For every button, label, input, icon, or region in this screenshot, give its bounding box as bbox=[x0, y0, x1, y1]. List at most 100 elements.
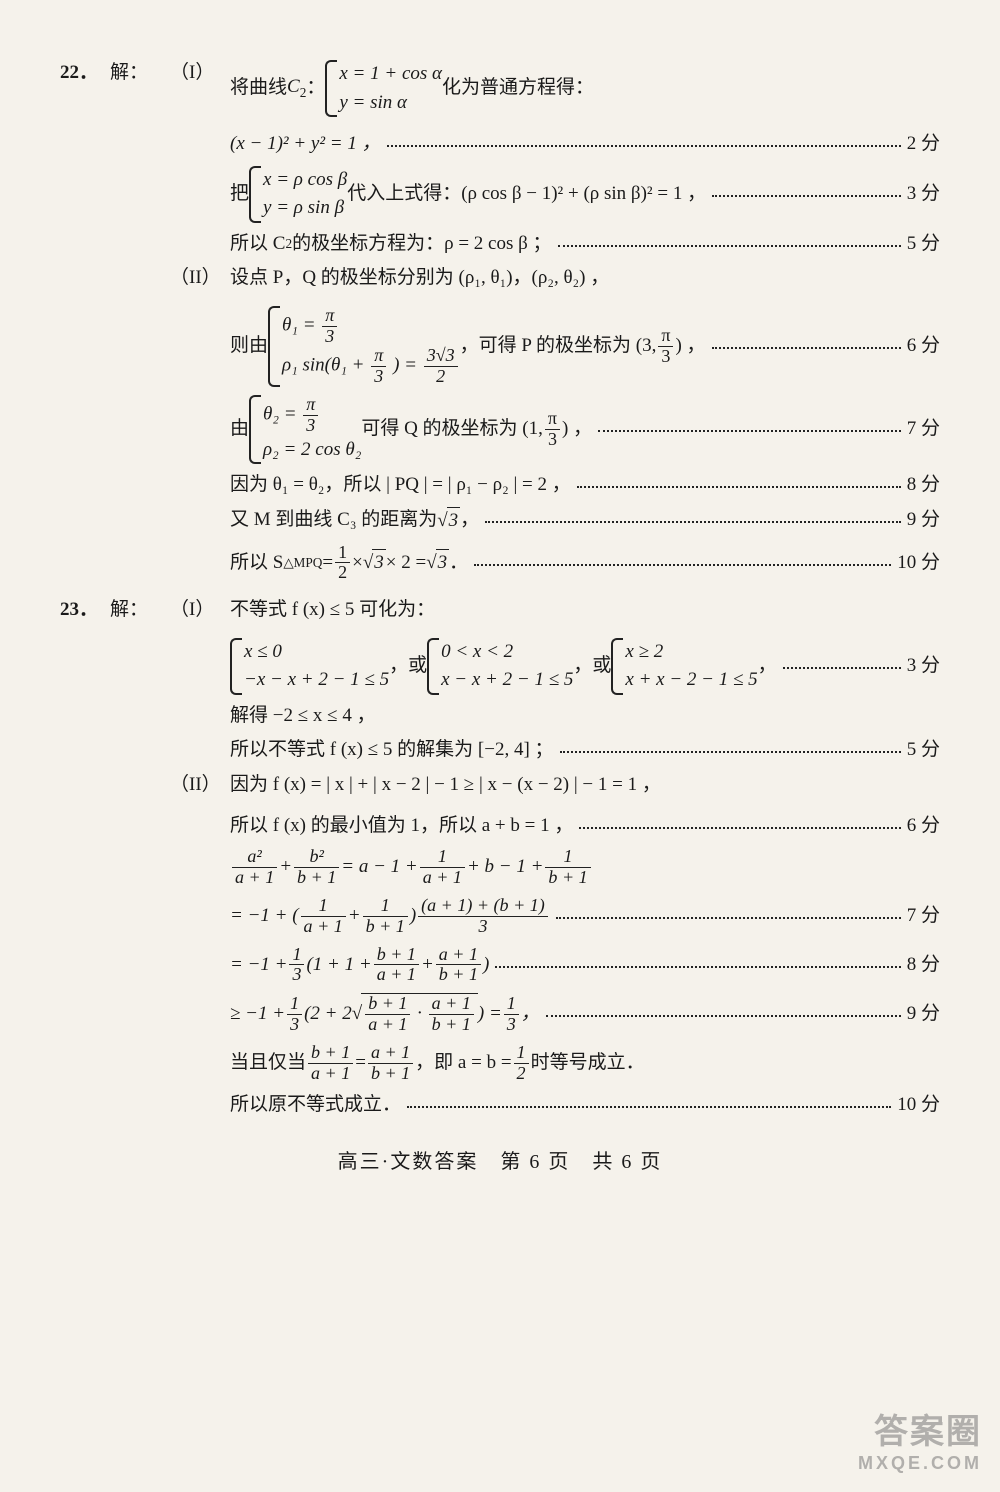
score: 8 分 bbox=[907, 472, 940, 499]
text: ， bbox=[460, 507, 479, 534]
n: 1 bbox=[301, 896, 346, 917]
q22-p1-result: 所以 C2 的极坐标方程为：ρ = 2 cos β ； 5 分 bbox=[230, 231, 940, 258]
q23-p2-g: 当且仅当 b + 1a + 1 = a + 1b + 1 ，即 a = b = … bbox=[230, 1043, 940, 1084]
n: a + 1 bbox=[429, 994, 474, 1015]
q22-p2-c: 由 θ₂ = π3 ρ₂ = 2 cos θ₂ 可得 Q 的极坐标为 (1, π… bbox=[230, 395, 940, 464]
rad: b + 1a + 1 · a + 1b + 1 bbox=[361, 993, 478, 1035]
n: a + 1 bbox=[436, 945, 481, 966]
l2: x − x + 2 − 1 ≤ 5 bbox=[441, 666, 573, 695]
sub: 2 bbox=[300, 85, 307, 100]
score: 8 分 bbox=[907, 952, 940, 979]
t: ≥ −1 + bbox=[230, 1001, 285, 1028]
watermark: 答案圈 MXQE.COM bbox=[858, 1404, 982, 1474]
dots bbox=[556, 908, 901, 919]
dots bbox=[485, 512, 901, 523]
q23-p2-a: 因为 f (x) = | x | + | x − 2 | − 1 ≥ | x −… bbox=[230, 772, 940, 799]
d: a + 1 bbox=[308, 1064, 353, 1084]
text: 所以 C bbox=[230, 231, 285, 258]
dots bbox=[577, 477, 901, 488]
dots bbox=[598, 421, 901, 432]
text: × 2 = bbox=[386, 550, 426, 577]
t: = a − 1 + bbox=[341, 854, 417, 881]
d: a + 1 bbox=[232, 868, 277, 888]
n: (a + 1) + (b + 1) bbox=[418, 896, 548, 917]
t: ) bbox=[410, 903, 416, 930]
q22-p2-e: 又 M 到曲线 C₃ 的距离为 3 ， 9 分 bbox=[230, 507, 940, 535]
text: 解得 −2 ≤ x ≤ 4 ， bbox=[230, 703, 376, 730]
text: 所以原不等式成立． bbox=[230, 1092, 401, 1119]
text: × bbox=[352, 550, 363, 577]
t: θ₁ = bbox=[282, 314, 320, 335]
n: 1 bbox=[504, 994, 519, 1015]
q22-sol-label: 解： bbox=[110, 60, 170, 87]
q22-p2-d: 因为 θ₁ = θ₂，所以 | PQ | = | ρ₁ − ρ₂ | = 2 ，… bbox=[230, 472, 940, 499]
d: 3 bbox=[371, 367, 386, 387]
q22-p1-intro: 将曲线 C2 ： x = 1 + cos α y = sin α 化为普通方程得… bbox=[230, 60, 940, 117]
score: 6 分 bbox=[907, 333, 940, 360]
n: 1 bbox=[335, 543, 350, 564]
d: 2 bbox=[514, 1064, 529, 1084]
text: 不等式 f (x) ≤ 5 可化为： bbox=[230, 597, 435, 624]
page-footer: 高三·文数答案 第 6 页 共 6 页 bbox=[60, 1148, 940, 1176]
eq: = bbox=[322, 550, 333, 577]
d: 3 bbox=[289, 965, 304, 985]
dots bbox=[407, 1096, 891, 1107]
or1: ，或 bbox=[389, 653, 427, 680]
d: b + 1 bbox=[436, 965, 481, 985]
l2: y = ρ sin β bbox=[263, 194, 347, 223]
text: 则由 bbox=[230, 333, 268, 360]
rad: 3 bbox=[447, 507, 461, 535]
page: 22． 解： （I） 将曲线 C2 ： x = 1 + cos α y = si… bbox=[0, 0, 1000, 1216]
q23-part1: （I） bbox=[170, 597, 230, 624]
l2: x + x − 2 − 1 ≤ 5 bbox=[625, 666, 757, 695]
d: 3 bbox=[504, 1015, 519, 1035]
brace2: x = ρ cos β y = ρ sin β bbox=[249, 166, 347, 223]
score: 7 分 bbox=[907, 903, 940, 930]
n: b + 1 bbox=[308, 1043, 353, 1064]
q23-p1-cases: x ≤ 0 −x − x + 2 − 1 ≤ 5 ，或 0 < x < 2 x … bbox=[230, 638, 940, 695]
d: 3 bbox=[322, 327, 337, 347]
l1: x ≤ 0 bbox=[244, 638, 389, 667]
q23-part2: （II） bbox=[170, 772, 230, 799]
watermark-en: MXQE.COM bbox=[858, 1453, 982, 1474]
q22-part1: （I） bbox=[170, 60, 230, 87]
text: ) ， bbox=[562, 416, 592, 443]
text: 的极坐标方程为：ρ = 2 cos β ； bbox=[292, 231, 551, 258]
q22-part2-row: （II） 设点 P，Q 的极坐标分别为 (ρ₁, θ₁)，(ρ₂, θ₂) ， bbox=[60, 265, 940, 300]
l2: −x − x + 2 − 1 ≤ 5 bbox=[244, 666, 389, 695]
t: + bbox=[348, 903, 361, 930]
q23-p2-e: = −1 + 13 (1 + 1 + b + 1a + 1 + a + 1b +… bbox=[230, 945, 940, 986]
d: 3 bbox=[287, 1015, 302, 1035]
q22-p2-a: 设点 P，Q 的极坐标分别为 (ρ₁, θ₁)，(ρ₂, θ₂) ， bbox=[230, 265, 940, 292]
q23-part2-row: （II） 因为 f (x) = | x | + | x − 2 | − 1 ≥ … bbox=[60, 772, 940, 807]
q23-p1-a: 不等式 f (x) ≤ 5 可化为： bbox=[230, 597, 940, 624]
n: a² bbox=[232, 847, 277, 868]
q23-p2-d: = −1 + ( 1a + 1 + 1b + 1 ) (a + 1) + (b … bbox=[230, 896, 940, 937]
t: 当且仅当 bbox=[230, 1050, 306, 1077]
or2: ，或 bbox=[573, 653, 611, 680]
d: 3 bbox=[658, 347, 673, 367]
n: 1 bbox=[289, 945, 304, 966]
text: 化为普通方程得： bbox=[442, 75, 594, 102]
q23-p1-b: 解得 −2 ≤ x ≤ 4 ， bbox=[230, 703, 940, 730]
q22-part2: （II） bbox=[170, 265, 230, 292]
score: 7 分 bbox=[907, 416, 940, 443]
colon: ： bbox=[306, 75, 325, 102]
q23-p2-b: 所以 f (x) 的最小值为 1，所以 a + b = 1 ， 6 分 bbox=[230, 813, 940, 840]
dots bbox=[474, 554, 891, 565]
n: b + 1 bbox=[365, 994, 410, 1015]
t: = −1 + ( bbox=[230, 903, 299, 930]
l2: ρ₂ = 2 cos θ₂ bbox=[263, 436, 361, 465]
text: 可得 Q 的极坐标为 (1, bbox=[361, 416, 543, 443]
text: 因为 f (x) = | x | + | x − 2 | − 1 ≥ | x −… bbox=[230, 772, 661, 799]
n: 1 bbox=[363, 896, 408, 917]
watermark-cn: 答案圈 bbox=[858, 1404, 982, 1453]
n: 3√3 bbox=[424, 346, 458, 367]
t: ，即 a = b = bbox=[415, 1050, 511, 1077]
t: = bbox=[355, 1050, 366, 1077]
score: 5 分 bbox=[907, 231, 940, 258]
text: ) ， bbox=[675, 333, 705, 360]
l1: x = ρ cos β bbox=[263, 166, 347, 195]
q22-p2-b: 则由 θ₁ = π3 ρ₁ sin(θ₁ + π3 ) = 3√32 ，可得 P… bbox=[230, 306, 940, 387]
n: b² bbox=[294, 847, 339, 868]
